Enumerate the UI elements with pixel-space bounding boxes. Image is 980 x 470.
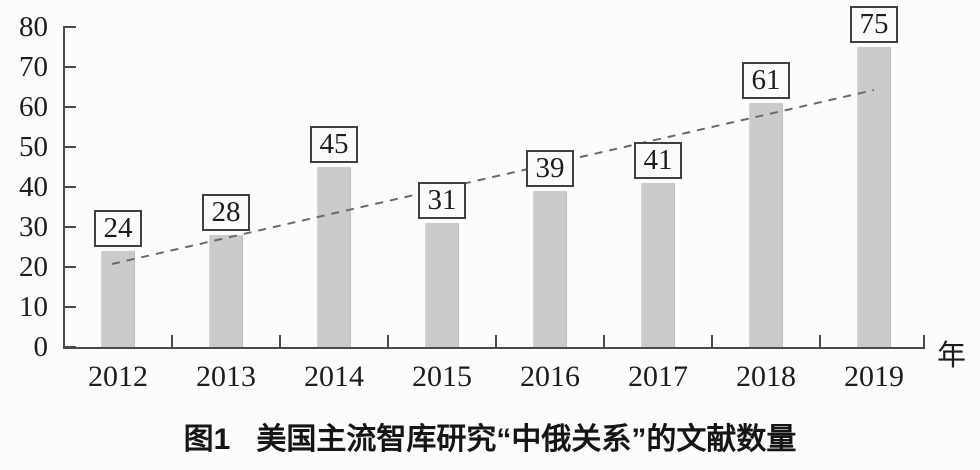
x-axis-end-tick [923,335,925,347]
x-tick-label: 2016 [520,360,580,393]
bar-value-label: 61 [742,62,790,99]
bar [641,183,675,347]
y-tick-mark [63,26,76,28]
bar [533,191,567,347]
bar [101,251,135,347]
x-minor-tick [495,335,497,347]
y-tick-mark [63,226,76,228]
bar-value-label: 24 [94,210,142,247]
x-axis-line [63,347,925,349]
y-tick-label: 30 [19,211,48,243]
y-tick-label: 80 [19,11,48,43]
bar [209,235,243,347]
y-tick-label: 50 [19,131,48,163]
x-tick-label: 2019 [844,360,904,393]
x-minor-tick [171,335,173,347]
bar [749,103,783,347]
chart-title: 图1 美国主流智库研究“中俄关系”的文献数量 [0,414,980,458]
y-tick-label: 0 [33,331,49,363]
y-tick-label: 20 [19,251,48,283]
bar [425,223,459,347]
x-minor-tick [603,335,605,347]
bar-value-label: 75 [850,6,898,43]
y-tick-label: 60 [19,91,48,123]
x-axis-unit-label: 年 [937,340,968,372]
chart-title-text: 美国主流智库研究“中俄关系”的文献数量 [256,423,797,456]
x-tick-label: 2014 [304,360,364,393]
figure-number-label: 图1 [183,423,231,456]
y-tick-mark [63,306,76,308]
x-tick-label: 2015 [412,360,472,393]
x-tick-label: 2012 [88,360,148,393]
x-tick-label: 2013 [196,360,256,393]
x-minor-tick [819,335,821,347]
bar-value-label: 31 [418,182,466,219]
bar [857,47,891,347]
y-tick-mark [63,106,76,108]
y-tick-mark [63,146,76,148]
bar [317,167,351,347]
x-minor-tick [711,335,713,347]
y-tick-mark [63,66,76,68]
y-tick-mark [63,186,76,188]
x-minor-tick [279,335,281,347]
y-tick-label: 40 [19,171,48,203]
x-tick-label: 2017 [628,360,688,393]
y-tick-label: 70 [19,51,48,83]
y-tick-label: 10 [19,291,48,323]
y-tick-mark [63,346,76,348]
bar-value-label: 28 [202,194,250,231]
bar-value-label: 41 [634,142,682,179]
trend-line [111,89,875,265]
x-minor-tick [387,335,389,347]
x-tick-label: 2018 [736,360,796,393]
bar-value-label: 45 [310,126,358,163]
y-tick-mark [63,266,76,268]
bar-value-label: 39 [526,150,574,187]
